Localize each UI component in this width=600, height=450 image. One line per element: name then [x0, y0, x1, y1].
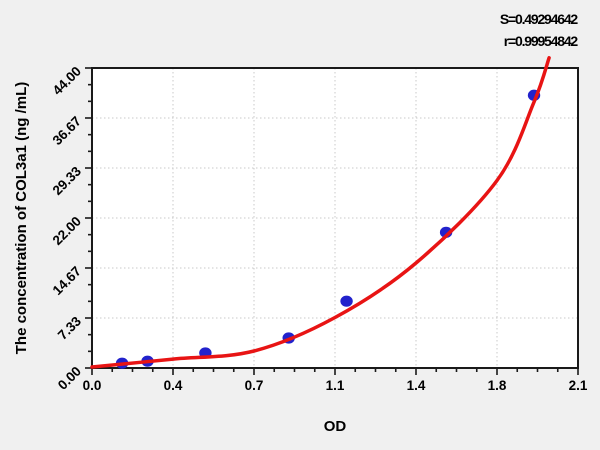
gridlines [92, 68, 578, 368]
x-tick-label: 1.1 [326, 378, 345, 393]
y-axis-title: The concentration of COL3a1 (ng /mL) [13, 82, 30, 355]
x-tick-label: 0.4 [164, 378, 183, 393]
x-axis-ticks [91, 368, 579, 375]
x-tick-label: 1.8 [488, 378, 507, 393]
fit-curve-line [90, 56, 551, 369]
stat-s-value: S=0.49294642 [500, 11, 578, 27]
x-axis-title: OD [324, 418, 347, 435]
x-tick-label: 2.1 [569, 378, 588, 393]
x-tick-label: 1.4 [407, 378, 426, 393]
y-axis-ticks [85, 67, 92, 369]
x-tick-label: 0.0 [83, 378, 102, 393]
stat-r-value: r=0.99954842 [504, 33, 579, 49]
x-tick-label: 0.7 [245, 378, 264, 393]
x-axis-tick-labels: 0.0 0.4 0.7 1.1 1.4 1.8 2.1 [83, 378, 588, 393]
data-point [340, 295, 353, 307]
